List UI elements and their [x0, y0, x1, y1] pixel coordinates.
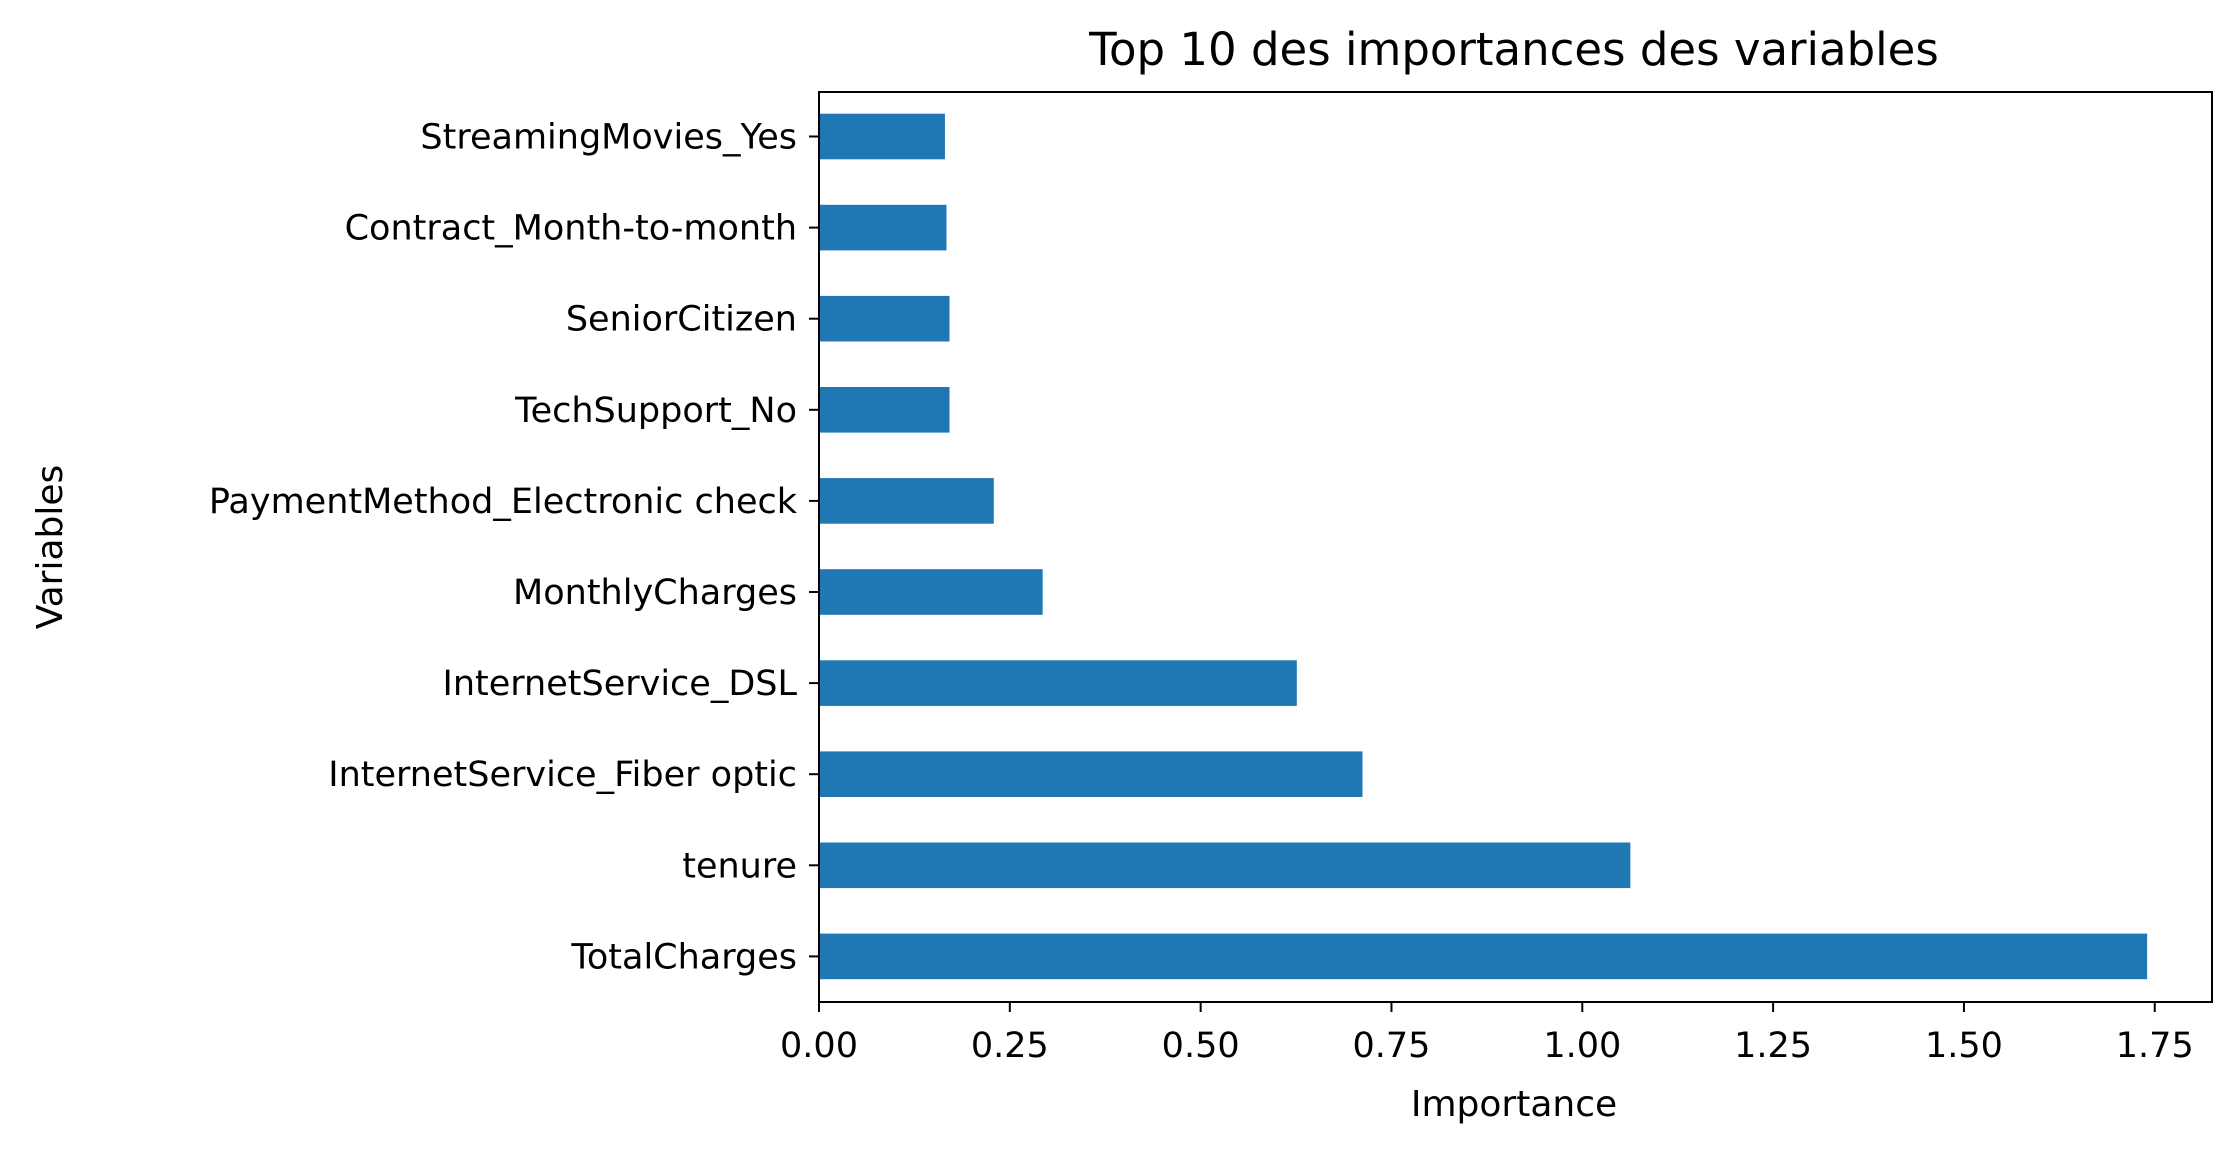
x-tick-label: 1.25 [1734, 1026, 1812, 1066]
y-tick-label: Contract_Month-to-month [345, 209, 797, 249]
bars-group [819, 113, 2148, 980]
bar-1 [819, 842, 1631, 889]
x-ticks-group: 0.00 0.25 0.50 0.75 1.00 1.25 1.50 1.75 [780, 1002, 2194, 1066]
y-tick-label: PaymentMethod_Electronic check [209, 482, 798, 522]
x-tick-label: 0.25 [971, 1026, 1049, 1066]
bar-7 [819, 295, 950, 342]
x-tick-label: 1.75 [2116, 1026, 2194, 1066]
plot-frame [818, 91, 2213, 1003]
y-tick-label: InternetService_DSL [443, 664, 798, 704]
chart-title: Top 10 des importances des variables [1088, 23, 1939, 76]
y-tick-label: tenure [682, 846, 797, 886]
x-tick-label: 0.75 [1352, 1026, 1430, 1066]
bar-6 [819, 387, 950, 433]
bar-4 [819, 569, 1043, 615]
y-tick-label: StreamingMovies_Yes [420, 118, 797, 158]
bar-0 [819, 933, 2148, 980]
bar-3 [819, 660, 1297, 706]
y-tick-label: SeniorCitizen [566, 300, 797, 340]
x-tick-label: 1.00 [1543, 1026, 1621, 1066]
x-axis-label: Importance [1411, 1084, 1617, 1125]
x-tick-label: 0.50 [1162, 1026, 1240, 1066]
y-tick-label: InternetService_Fiber optic [328, 755, 797, 795]
bar-5 [819, 478, 994, 524]
bar-9 [819, 113, 945, 160]
y-ticks-group: TotalCharges tenure InternetService_Fiber … [209, 118, 819, 977]
y-tick-label: TotalCharges [570, 937, 797, 977]
x-tick-label: 1.50 [1925, 1026, 2003, 1066]
y-axis-label: Variables [30, 465, 71, 630]
x-tick-label: 0.00 [780, 1026, 858, 1066]
bar-2 [819, 751, 1363, 797]
bar-8 [819, 204, 947, 251]
y-tick-label: MonthlyCharges [513, 573, 797, 613]
y-tick-label: TechSupport_No [514, 391, 797, 431]
